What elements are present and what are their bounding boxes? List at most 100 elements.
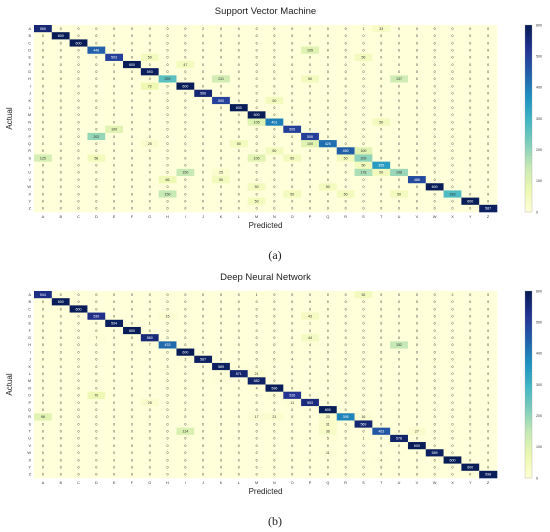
cell-value-label: 0 — [184, 307, 186, 311]
heatmap-cell — [87, 427, 106, 436]
cell-value-label: 0 — [149, 106, 151, 110]
cell-value-label: 0 — [362, 401, 364, 405]
cell-value-label: 0 — [327, 365, 329, 369]
heatmap-cell — [390, 420, 409, 428]
heatmap-cell — [105, 161, 124, 170]
heatmap-cell — [140, 197, 159, 206]
cell-value-label: 0 — [202, 106, 204, 110]
cell-value-label: 0 — [362, 458, 364, 462]
x-tick-label: X — [451, 215, 454, 219]
cell-value-label: 0 — [398, 113, 400, 117]
heatmap-cell — [443, 132, 462, 141]
heatmap-cell — [176, 362, 195, 371]
x-tick-label: D — [95, 481, 98, 485]
heatmap-cell — [69, 53, 88, 62]
cell-value-label: 0 — [131, 92, 133, 96]
heatmap-cell — [461, 89, 480, 98]
heatmap-cell — [407, 398, 427, 407]
cell-value-label: 0 — [60, 314, 62, 318]
heatmap-cell — [229, 161, 248, 170]
cell-value-label: 0 — [202, 415, 204, 419]
heatmap-cell — [479, 406, 498, 414]
cell-value-label: 0 — [78, 422, 80, 426]
cell-value-label: 0 — [487, 336, 489, 340]
heatmap-cell — [283, 89, 302, 98]
cell-value-label: 587 — [485, 207, 491, 211]
cell-value-label: 0 — [273, 444, 275, 448]
heatmap-cell — [158, 348, 177, 357]
x-axis-label: Predicted — [249, 487, 283, 496]
heatmap-cell — [354, 118, 373, 126]
heatmap-cell — [390, 111, 409, 119]
heatmap-cell — [283, 398, 302, 407]
colorbar-segment — [525, 99, 532, 104]
colorbar-frame — [524, 24, 533, 213]
chart-panel-svm: Support Vector Machine 565 0 0 0 0 0 0 0 0 2 0 0 0 0 0 0… — [5, 6, 542, 262]
colorbar-segment — [525, 174, 532, 179]
heatmap-cell — [301, 89, 320, 98]
heatmap-cell — [123, 132, 142, 141]
heatmap-cell — [479, 348, 498, 357]
cell-value-label: 0 — [220, 113, 222, 117]
heatmap-cell — [176, 348, 195, 357]
cell-value-label: 0 — [167, 164, 169, 168]
cell-value-label: 0 — [202, 466, 204, 470]
cell-value-label: 0 — [362, 300, 364, 304]
heatmap-cell — [479, 68, 498, 76]
cell-value-label: 0 — [78, 458, 80, 462]
heatmap-cell — [247, 362, 266, 371]
heatmap-cell — [318, 204, 338, 213]
heatmap-cell — [461, 449, 480, 457]
heatmap-cell — [51, 298, 70, 306]
cell-value-label: 0 — [220, 314, 222, 318]
heatmap-cell — [336, 168, 355, 177]
cell-value-label: 50 — [361, 56, 365, 60]
heatmap-cell — [105, 75, 124, 83]
heatmap-cell — [140, 391, 159, 400]
cell-value-label: 0 — [345, 185, 347, 189]
cell-value-label: 0 — [167, 48, 169, 52]
heatmap-cell — [354, 168, 373, 177]
heatmap-cell — [318, 197, 338, 206]
cell-value-label: 0 — [362, 350, 364, 354]
heatmap-cell — [229, 176, 248, 184]
colorbar-frame — [524, 290, 533, 479]
y-tick-label: M — [28, 113, 31, 117]
x-tick-label: S — [362, 215, 365, 219]
heatmap-cell — [265, 68, 284, 76]
heatmap-cell — [105, 370, 124, 378]
cell-value-label: 0 — [273, 466, 275, 470]
cell-value-label: 0 — [327, 307, 329, 311]
x-tick-label: H — [166, 481, 169, 485]
heatmap-cell — [34, 470, 53, 479]
cell-value-label: 0 — [327, 77, 329, 81]
heatmap-cell — [354, 161, 373, 170]
cell-value-label: 0 — [202, 451, 204, 455]
heatmap-cell — [354, 456, 373, 464]
heatmap-cell — [318, 341, 338, 349]
heatmap-cell — [443, 456, 462, 464]
colorbar-segment — [525, 465, 532, 470]
heatmap-cell — [372, 398, 391, 407]
cell-value-label: 0 — [451, 314, 453, 318]
heatmap-cell — [123, 190, 142, 198]
cell-value-label: 600 — [129, 63, 135, 67]
heatmap-cell — [51, 470, 70, 479]
heatmap-cell — [318, 68, 338, 76]
heatmap-cell — [407, 39, 427, 47]
cell-value-label: 0 — [167, 422, 169, 426]
heatmap-cell — [51, 125, 70, 134]
heatmap-cell — [318, 75, 338, 83]
heatmap-cell — [247, 377, 266, 385]
heatmap-cell — [283, 384, 302, 392]
heatmap-cell — [158, 341, 177, 349]
cell-value-label: 0 — [398, 84, 400, 88]
cell-value-label: 0 — [42, 458, 44, 462]
cell-value-label: 0 — [95, 27, 97, 31]
cell-value-label: 50 — [361, 164, 365, 168]
colorbar-segment — [525, 412, 532, 417]
heatmap-cell — [372, 60, 391, 69]
cell-value-label: 0 — [202, 77, 204, 81]
heatmap-cell — [212, 291, 231, 299]
cell-value-label: 0 — [327, 444, 329, 448]
